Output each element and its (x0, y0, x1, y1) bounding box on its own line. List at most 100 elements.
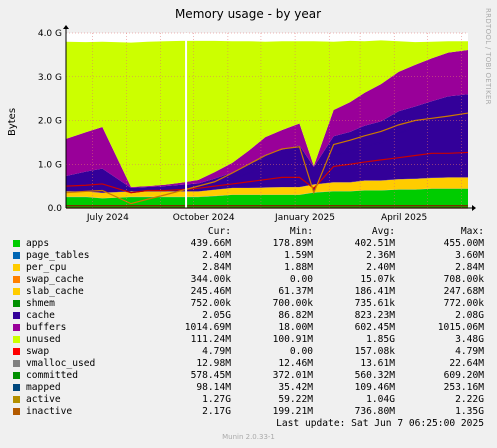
legend-value-max: 3.48G (455, 334, 484, 345)
legend-value-max: 455.00M (443, 238, 484, 249)
legend-row-shmem: shmem 752.00k 700.00k 735.61k 772.00k (0, 298, 497, 310)
legend-value-avg: 186.41M (354, 286, 395, 297)
legend-row-apps: apps 439.66M 178.89M 402.51M 455.00M (0, 238, 497, 250)
legend-value-avg: 109.46M (354, 382, 395, 393)
legend-value-avg: 2.36M (366, 250, 395, 261)
legend-swatch (13, 408, 20, 415)
y-tick-label: 1.0 G (38, 160, 62, 170)
area-buffers (66, 50, 468, 188)
legend-swatch (13, 240, 20, 247)
legend-value-max: 22.64M (449, 358, 484, 369)
legend-row-page-tables: page_tables 2.40M 1.59M 2.36M 3.60M (0, 250, 497, 262)
legend-header-avg: Avg: (371, 226, 395, 237)
legend-value-cur: 578.45M (190, 370, 231, 381)
legend-header-max: Max: (460, 226, 484, 237)
legend-row-vmalloc-used: vmalloc_used 12.98M 12.46M 13.61M 22.64M (0, 358, 497, 370)
legend-value-max: 2.22G (455, 394, 484, 405)
legend-swatch (13, 324, 20, 331)
y-axis-arrow (63, 25, 69, 29)
legend-value-min: 178.89M (272, 238, 313, 249)
legend-swatch (13, 300, 20, 307)
legend-row-cache: cache 2.05G 86.82M 823.23M 2.08G (0, 310, 497, 322)
legend-value-min: 86.82M (278, 310, 313, 321)
legend-series-name: apps (26, 238, 50, 249)
legend-value-avg: 13.61M (360, 358, 395, 369)
legend-value-cur: 2.05G (202, 310, 231, 321)
legend-value-avg: 2.40M (366, 262, 395, 273)
x-tick-label: January 2025 (274, 213, 335, 223)
legend-row-buffers: buffers 1014.69M 18.00M 602.45M 1015.06M (0, 322, 497, 334)
legend-value-avg: 560.32M (354, 370, 395, 381)
legend-row-mapped: mapped 98.14M 35.42M 109.46M 253.16M (0, 382, 497, 394)
legend-value-max: 247.68M (443, 286, 484, 297)
legend-row-unused: unused 111.24M 100.91M 1.85G 3.48G (0, 334, 497, 346)
legend-value-max: 2.08G (455, 310, 484, 321)
legend-series-name: unused (26, 334, 61, 345)
legend-header: Cur: Min: Avg: Max: (0, 226, 497, 238)
legend-row-committed: committed 578.45M 372.01M 560.32M 609.20M (0, 370, 497, 382)
legend-value-cur: 98.14M (196, 382, 231, 393)
chart-canvas: Memory usage - by year Bytes 0.0 1.0 G 2.0… (7, 7, 476, 223)
legend-value-min: 0.00 (289, 274, 313, 285)
legend-swatch (13, 264, 20, 271)
legend-value-max: 4.79M (455, 346, 484, 357)
x-tick-label: October 2024 (173, 213, 235, 223)
legend-series-name: per_cpu (26, 262, 67, 273)
legend-value-cur: 1.27G (202, 394, 231, 405)
legend-value-avg: 823.23M (354, 310, 395, 321)
legend-swatch (13, 312, 20, 319)
legend-row-per-cpu: per_cpu 2.84M 1.88M 2.40M 2.84M (0, 262, 497, 274)
legend-value-cur: 2.40M (202, 250, 231, 261)
legend-series-name: page_tables (26, 250, 90, 261)
legend-value-min: 18.00M (278, 322, 313, 333)
legend-row-swap: swap 4.79M 0.00 157.08k 4.79M (0, 346, 497, 358)
legend-value-cur: 2.17G (202, 406, 231, 417)
legend-header-min: Min: (289, 226, 313, 237)
legend-value-max: 253.16M (443, 382, 484, 393)
legend-value-avg: 1.85G (366, 334, 395, 345)
legend-value-max: 3.60M (455, 250, 484, 261)
legend-value-cur: 1014.69M (184, 322, 231, 333)
legend-series-name: mapped (26, 382, 61, 393)
last-update: Last update: Sat Jun 7 06:25:00 2025 (276, 418, 484, 429)
generator-label: Munin 2.0.33-1 (222, 433, 275, 441)
legend-value-min: 199.21M (272, 406, 313, 417)
legend-value-min: 1.88M (284, 262, 313, 273)
legend-value-min: 1.59M (284, 250, 313, 261)
legend-value-cur: 344.00k (190, 274, 231, 285)
legend-row-inactive: inactive 2.17G 199.21M 736.80M 1.35G (0, 406, 497, 418)
legend-value-cur: 12.98M (196, 358, 231, 369)
legend-value-avg: 15.07k (360, 274, 395, 285)
legend-series-name: swap (26, 346, 50, 357)
area-unused (66, 40, 468, 187)
legend-series-name: vmalloc_used (26, 358, 96, 369)
legend-swatch (13, 288, 20, 295)
area-cache (66, 94, 468, 193)
legend-value-min: 59.22M (278, 394, 313, 405)
legend-series-name: slab_cache (26, 286, 84, 297)
legend-value-max: 1015.06M (437, 322, 484, 333)
x-tick-label: April 2025 (381, 213, 427, 223)
legend-swatch (13, 360, 20, 367)
legend-series-name: inactive (26, 406, 73, 417)
area-slab-cache (66, 177, 468, 199)
line-mapped (65, 151, 469, 194)
legend-series-name: buffers (26, 322, 67, 333)
legend-value-min: 372.01M (272, 370, 313, 381)
legend-series-name: shmem (26, 298, 55, 309)
legend-value-cur: 2.84M (202, 262, 231, 273)
x-axis-arrow (472, 205, 476, 211)
legend-value-cur: 439.66M (190, 238, 231, 249)
legend-row-slab-cache: slab_cache 245.46M 61.37M 186.41M 247.68M (0, 286, 497, 298)
legend-value-avg: 736.80M (354, 406, 395, 417)
legend-value-min: 12.46M (278, 358, 313, 369)
legend-swatch (13, 396, 20, 403)
legend-series-name: cache (26, 310, 55, 321)
x-tick-label: July 2024 (86, 213, 129, 223)
legend-series-name: active (26, 394, 61, 405)
chart-title: Memory usage - by year (175, 7, 321, 21)
legend-value-cur: 111.24M (190, 334, 231, 345)
y-tick-label: 2.0 G (38, 117, 62, 127)
legend-value-max: 772.00k (443, 298, 484, 309)
y-tick-label: 3.0 G (38, 73, 62, 83)
